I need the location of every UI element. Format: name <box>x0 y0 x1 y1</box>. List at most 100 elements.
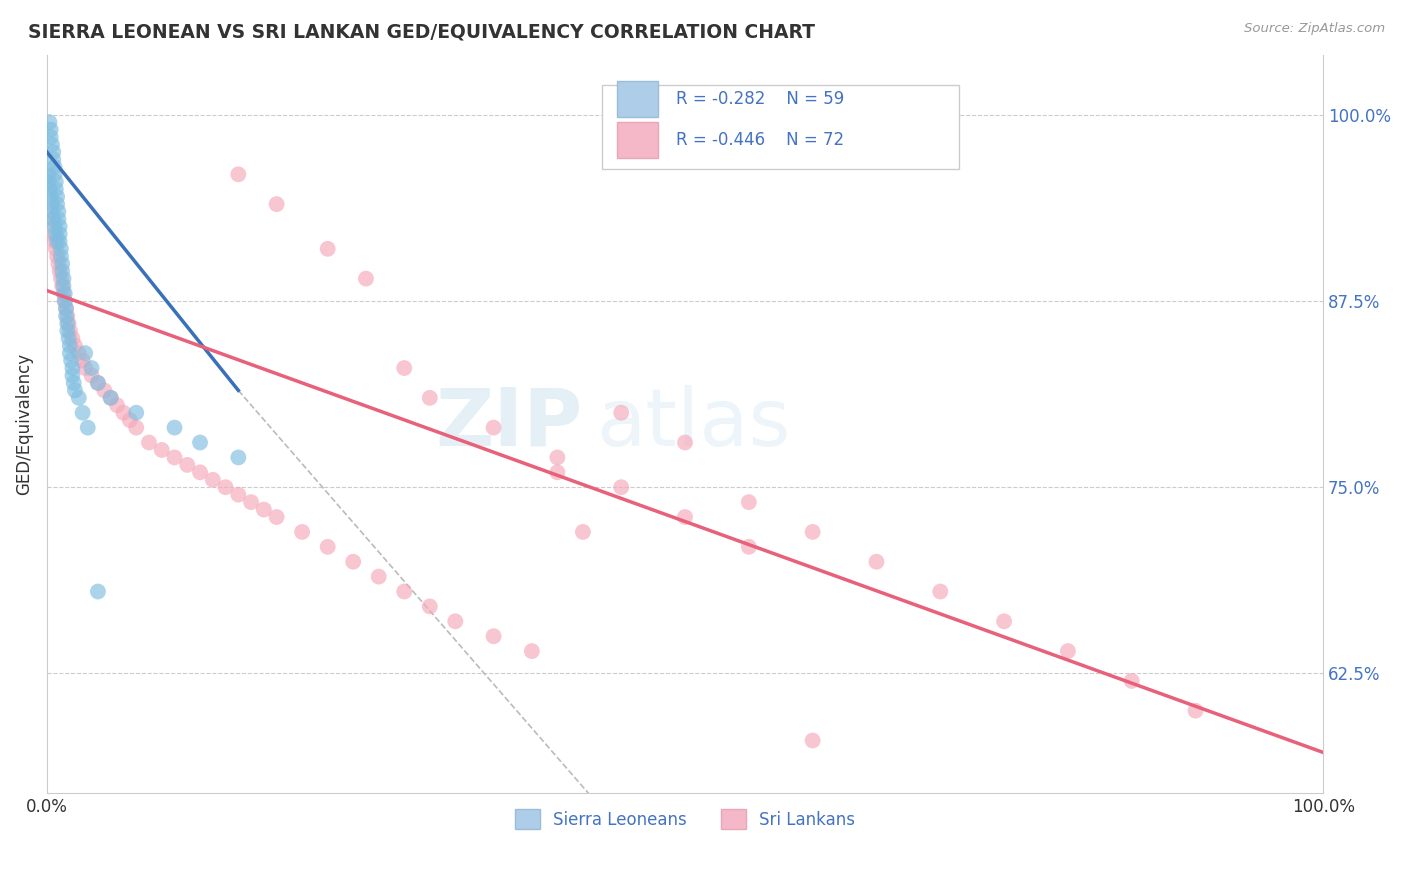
Text: SIERRA LEONEAN VS SRI LANKAN GED/EQUIVALENCY CORRELATION CHART: SIERRA LEONEAN VS SRI LANKAN GED/EQUIVAL… <box>28 22 815 41</box>
Point <box>75 361 97 376</box>
Point <box>150 442 173 457</box>
Point <box>67 346 90 360</box>
Point <box>38 182 60 196</box>
Point <box>48 264 70 278</box>
Point <box>37 167 59 181</box>
Point <box>673 435 696 450</box>
Point <box>75 346 97 360</box>
Point <box>48 204 70 219</box>
Point <box>316 242 339 256</box>
Point <box>44 167 66 181</box>
Point <box>163 420 186 434</box>
Point <box>253 502 276 516</box>
Point <box>865 555 887 569</box>
Point <box>228 450 250 465</box>
Point <box>48 219 70 234</box>
Point <box>316 540 339 554</box>
Point <box>48 257 70 271</box>
Point <box>72 406 94 420</box>
Point <box>53 286 76 301</box>
Point <box>62 331 84 345</box>
Point <box>51 257 73 271</box>
Point <box>80 361 103 376</box>
Point <box>63 339 86 353</box>
Point <box>41 204 63 219</box>
Point <box>45 182 67 196</box>
Point <box>59 324 82 338</box>
Point <box>482 420 505 434</box>
Point <box>58 316 80 330</box>
Point <box>62 368 84 383</box>
FancyBboxPatch shape <box>617 81 658 117</box>
Point <box>38 115 60 129</box>
Point <box>118 413 141 427</box>
Point <box>93 384 115 398</box>
Point <box>738 495 761 509</box>
Point <box>125 406 148 420</box>
FancyBboxPatch shape <box>602 85 959 169</box>
Point <box>45 227 67 241</box>
Point <box>444 615 467 629</box>
Point <box>39 212 62 227</box>
Point <box>56 316 79 330</box>
Point <box>44 235 66 249</box>
Point <box>188 435 211 450</box>
Point <box>59 346 82 360</box>
Point <box>100 391 122 405</box>
Point <box>42 153 65 167</box>
Point <box>367 569 389 583</box>
Point <box>63 384 86 398</box>
Point <box>42 212 65 227</box>
Point <box>52 279 75 293</box>
Point <box>572 524 595 539</box>
Point <box>354 271 377 285</box>
Point <box>105 398 128 412</box>
Point <box>87 376 110 390</box>
Point <box>58 331 80 345</box>
Point <box>52 286 75 301</box>
Point <box>37 175 59 189</box>
Point <box>266 510 288 524</box>
FancyBboxPatch shape <box>617 122 658 158</box>
Point <box>520 644 543 658</box>
Point <box>87 376 110 390</box>
Point <box>176 458 198 472</box>
Point <box>138 435 160 450</box>
Point <box>39 189 62 203</box>
Point <box>41 137 63 152</box>
Point <box>201 473 224 487</box>
Text: Source: ZipAtlas.com: Source: ZipAtlas.com <box>1244 22 1385 36</box>
Point <box>482 629 505 643</box>
Point <box>228 167 250 181</box>
Point <box>59 339 82 353</box>
Point <box>62 361 84 376</box>
Point <box>610 480 633 494</box>
Point <box>62 376 84 390</box>
Text: R = -0.282    N = 59: R = -0.282 N = 59 <box>676 90 845 108</box>
Point <box>55 301 77 316</box>
Point <box>49 242 72 256</box>
Point <box>419 391 441 405</box>
Point <box>44 219 66 234</box>
Point <box>48 227 70 241</box>
Point <box>80 368 103 383</box>
Point <box>72 353 94 368</box>
Point <box>55 309 77 323</box>
Legend: Sierra Leoneans, Sri Lankans: Sierra Leoneans, Sri Lankans <box>509 802 862 836</box>
Point <box>125 420 148 434</box>
Point <box>49 271 72 285</box>
Point <box>673 510 696 524</box>
Point <box>188 466 211 480</box>
Point <box>46 235 69 249</box>
Point <box>39 130 62 145</box>
Y-axis label: GED/Equivalency: GED/Equivalency <box>15 353 32 495</box>
Point <box>45 175 67 189</box>
Point <box>929 584 952 599</box>
Point <box>993 615 1015 629</box>
Point <box>801 524 824 539</box>
Point <box>39 122 62 136</box>
Point <box>67 391 90 405</box>
Point <box>53 293 76 308</box>
Point <box>546 450 568 465</box>
Text: ZIP: ZIP <box>436 384 583 463</box>
